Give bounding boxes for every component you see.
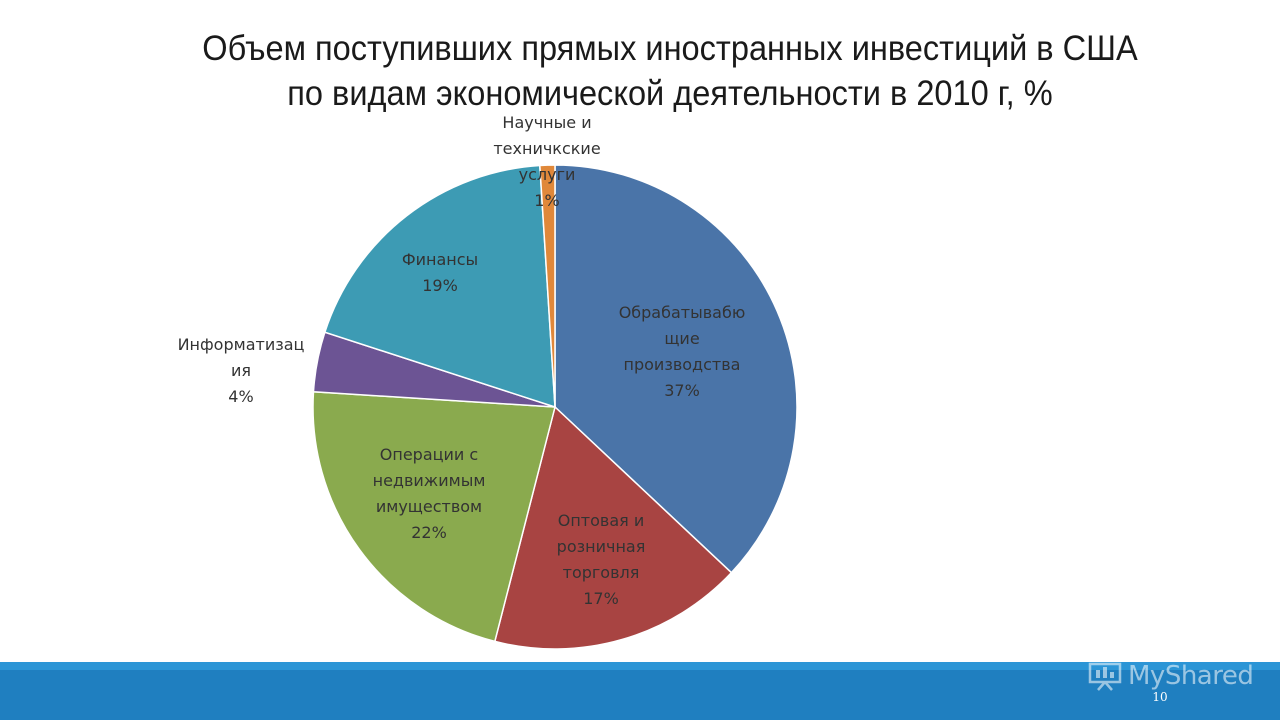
watermark: MyShared (1088, 657, 1254, 695)
slice-label-0: Обрабатывабю щие производства 37% (619, 303, 746, 400)
title-line-2: по видам экономической деятельности в 20… (287, 74, 1053, 113)
slice-label-3: Информатизац ия 4% (178, 335, 305, 406)
presentation-board-icon (1088, 662, 1122, 691)
slice-label-4: Финансы 19% (402, 250, 478, 295)
slide-title: Объем поступивших прямых иностранных инв… (140, 26, 1200, 116)
slice-label-2: Операции с недвижимым имуществом 22% (373, 445, 486, 542)
footer-band (0, 662, 1280, 720)
footer-band-highlight (0, 662, 1280, 670)
watermark-text: MyShared (1128, 661, 1254, 691)
title-line-1: Объем поступивших прямых иностранных инв… (202, 29, 1138, 68)
pie-slice-0 (554, 164, 798, 574)
pie-slice-5 (539, 164, 556, 408)
slice-label-5: Научные и техничкские услуги 1% (493, 113, 600, 210)
pie-slice-4 (323, 164, 556, 409)
pie-slice-2 (312, 391, 556, 643)
page-number: 10 (1152, 690, 1168, 704)
pie-slice-1 (493, 405, 733, 650)
slice-label-1: Оптовая и розничная торговля 17% (557, 511, 646, 608)
